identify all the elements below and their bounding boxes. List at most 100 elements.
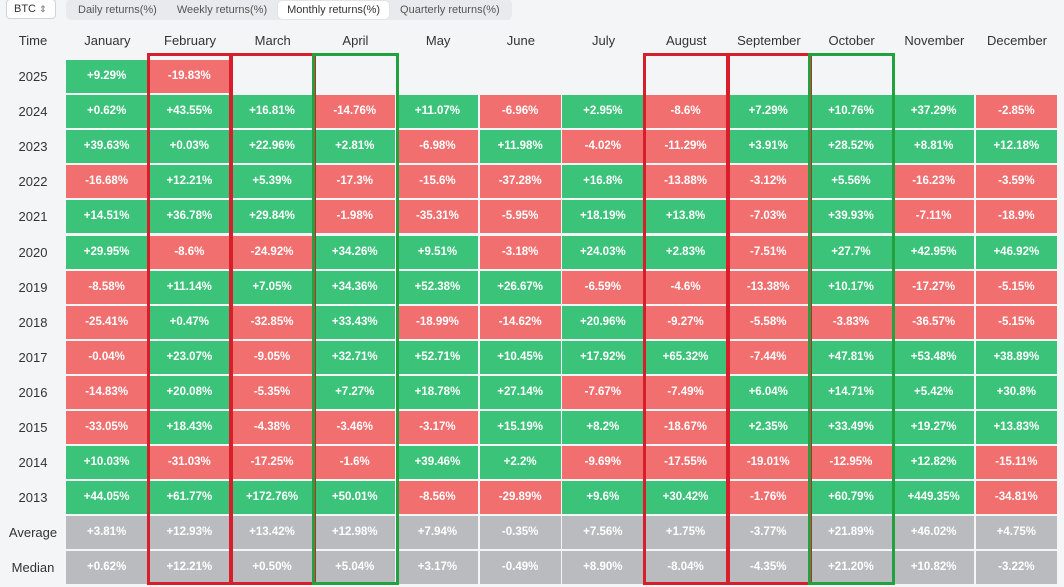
- return-cell: -5.35%: [231, 375, 313, 409]
- return-cell: +5.42%: [893, 375, 975, 409]
- return-cell: -6.96%: [479, 95, 561, 129]
- return-cell: +7.29%: [727, 95, 809, 129]
- return-cell: +12.93%: [148, 516, 230, 550]
- asset-select[interactable]: BTC ⇕: [6, 0, 56, 19]
- return-cell: -19.83%: [148, 60, 230, 93]
- return-cell: +50.01%: [314, 481, 396, 515]
- return-cell: +7.05%: [231, 270, 313, 304]
- tab-monthly-returns[interactable]: Monthly returns(%): [278, 0, 390, 19]
- returns-period-tabs: Daily returns(%) Weekly returns(%) Month…: [66, 0, 512, 20]
- row-label: 2014: [18, 455, 48, 471]
- return-cell: -14.62%: [479, 305, 561, 339]
- row-label: 2025: [18, 69, 48, 84]
- month-header: April: [342, 33, 369, 48]
- return-cell: [562, 60, 643, 93]
- return-cell: +34.26%: [314, 235, 396, 269]
- return-cell: [810, 60, 891, 93]
- return-cell: -13.88%: [644, 165, 727, 199]
- return-cell: -5.58%: [727, 305, 809, 339]
- month-header: March: [254, 33, 291, 48]
- return-cell: +39.63%: [66, 130, 148, 164]
- return-cell: -8.6%: [644, 95, 727, 129]
- return-cell: +17.92%: [562, 340, 644, 374]
- return-cell: +0.62%: [66, 95, 148, 129]
- return-cell: +12.82%: [893, 446, 975, 480]
- return-cell: +12.21%: [148, 551, 230, 585]
- return-cell: -37.28%: [479, 165, 561, 199]
- return-cell: +14.71%: [810, 375, 892, 409]
- return-cell: +3.17%: [396, 551, 479, 585]
- return-cell: -9.27%: [644, 305, 727, 339]
- return-cell: +2.35%: [727, 411, 809, 444]
- return-cell: -19.01%: [727, 446, 809, 480]
- return-cell: -8.56%: [396, 481, 479, 515]
- return-cell: -6.98%: [396, 130, 479, 164]
- return-cell: -18.67%: [644, 411, 727, 444]
- return-cell: +2.95%: [562, 95, 644, 129]
- return-cell: +10.76%: [810, 95, 892, 129]
- return-cell: -32.85%: [231, 305, 313, 339]
- return-cell: -14.76%: [314, 95, 396, 129]
- return-cell: -1.6%: [314, 446, 396, 480]
- return-cell: -3.83%: [810, 305, 892, 339]
- month-header: May: [425, 33, 451, 48]
- toolbar: BTC ⇕ Daily returns(%) Weekly returns(%)…: [0, 0, 1064, 22]
- return-cell: -1.76%: [727, 481, 809, 515]
- return-cell: -13.38%: [727, 270, 809, 304]
- return-cell: -5.15%: [975, 305, 1057, 339]
- return-cell: +10.03%: [66, 446, 148, 480]
- return-cell: +46.92%: [975, 235, 1057, 269]
- return-cell: -17.27%: [893, 270, 975, 304]
- return-cell: +5.56%: [810, 165, 892, 199]
- return-cell: +18.43%: [148, 411, 230, 444]
- return-cell: -4.02%: [562, 130, 644, 164]
- return-cell: [231, 60, 312, 93]
- return-cell: +10.82%: [893, 551, 975, 585]
- return-cell: [976, 60, 1057, 93]
- row-label: 2015: [18, 420, 48, 435]
- month-header: February: [164, 33, 217, 48]
- tab-daily-returns[interactable]: Daily returns(%): [78, 3, 157, 16]
- return-cell: +47.81%: [810, 340, 892, 374]
- return-cell: +11.98%: [479, 130, 561, 164]
- return-cell: +27.7%: [810, 235, 892, 269]
- return-cell: -17.55%: [644, 446, 727, 480]
- return-cell: +65.32%: [644, 340, 727, 374]
- return-cell: [314, 60, 395, 93]
- return-cell: +9.6%: [562, 481, 644, 515]
- return-cell: +33.49%: [810, 411, 892, 444]
- tab-weekly-returns[interactable]: Weekly returns(%): [176, 3, 268, 16]
- return-cell: +7.94%: [396, 516, 479, 550]
- return-cell: +52.71%: [396, 340, 479, 374]
- month-header: August: [665, 33, 707, 48]
- tab-quarterly-returns[interactable]: Quarterly returns(%): [400, 3, 500, 16]
- month-header: November: [904, 33, 965, 48]
- return-cell: +23.07%: [148, 340, 230, 374]
- return-cell: +21.20%: [810, 551, 892, 585]
- return-cell: -3.22%: [975, 551, 1057, 585]
- return-cell: +2.81%: [314, 130, 396, 164]
- return-cell: +12.21%: [148, 165, 230, 199]
- return-cell: +0.62%: [66, 551, 148, 585]
- return-cell: -0.35%: [479, 516, 561, 550]
- return-cell: +61.77%: [148, 481, 230, 515]
- return-cell: +38.89%: [975, 340, 1057, 374]
- return-cell: -3.77%: [727, 516, 809, 550]
- return-cell: +32.71%: [314, 340, 396, 374]
- row-label: 2023: [18, 139, 48, 155]
- asset-select-label: BTC: [14, 3, 36, 15]
- return-cell: +18.78%: [396, 375, 479, 409]
- return-cell: -2.85%: [975, 95, 1057, 129]
- return-cell: +30.8%: [975, 375, 1057, 409]
- return-cell: -5.95%: [479, 200, 561, 234]
- return-cell: +8.2%: [562, 411, 644, 444]
- return-cell: +449.35%: [893, 481, 975, 515]
- return-cell: +5.39%: [231, 165, 313, 199]
- return-cell: [728, 60, 809, 93]
- return-cell: -7.67%: [562, 375, 644, 409]
- return-cell: +11.14%: [148, 270, 230, 304]
- return-cell: +52.38%: [396, 270, 479, 304]
- return-cell: -3.59%: [975, 165, 1057, 199]
- return-cell: +0.47%: [148, 305, 230, 339]
- return-cell: +42.95%: [893, 235, 975, 269]
